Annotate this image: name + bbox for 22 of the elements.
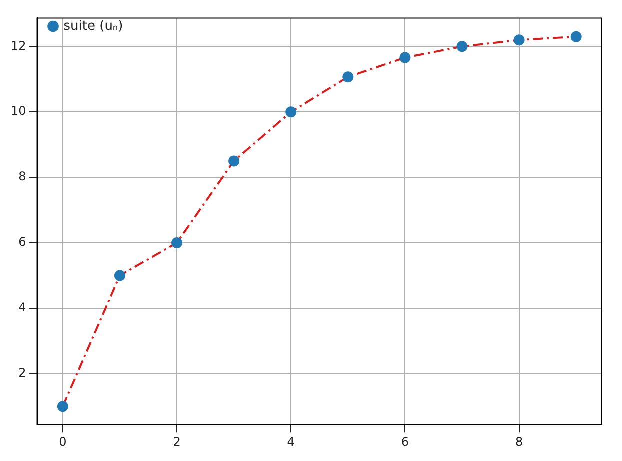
point xyxy=(456,41,468,52)
point xyxy=(172,237,183,248)
x-tick-label: 2 xyxy=(173,434,181,449)
y-tick-label: 6 xyxy=(18,235,26,250)
point xyxy=(57,401,68,412)
point xyxy=(114,270,126,282)
y-tick-label: 8 xyxy=(18,170,26,184)
point xyxy=(514,34,525,46)
point xyxy=(400,52,411,64)
x-tick-label: 6 xyxy=(401,434,410,449)
x-tick-label: 8 xyxy=(515,434,524,449)
point xyxy=(228,156,240,167)
x-tick-label: 0 xyxy=(59,434,67,449)
y-tick-label: 12 xyxy=(10,38,26,53)
x-tick-label: 4 xyxy=(287,434,295,449)
y-tick-label: 2 xyxy=(18,366,26,380)
y-tick-label: 4 xyxy=(18,300,26,315)
legend-label: suite (uₙ) xyxy=(64,18,124,34)
y-tick-label: 10 xyxy=(10,104,26,118)
point xyxy=(570,31,582,42)
point xyxy=(342,72,354,83)
point xyxy=(286,106,297,118)
